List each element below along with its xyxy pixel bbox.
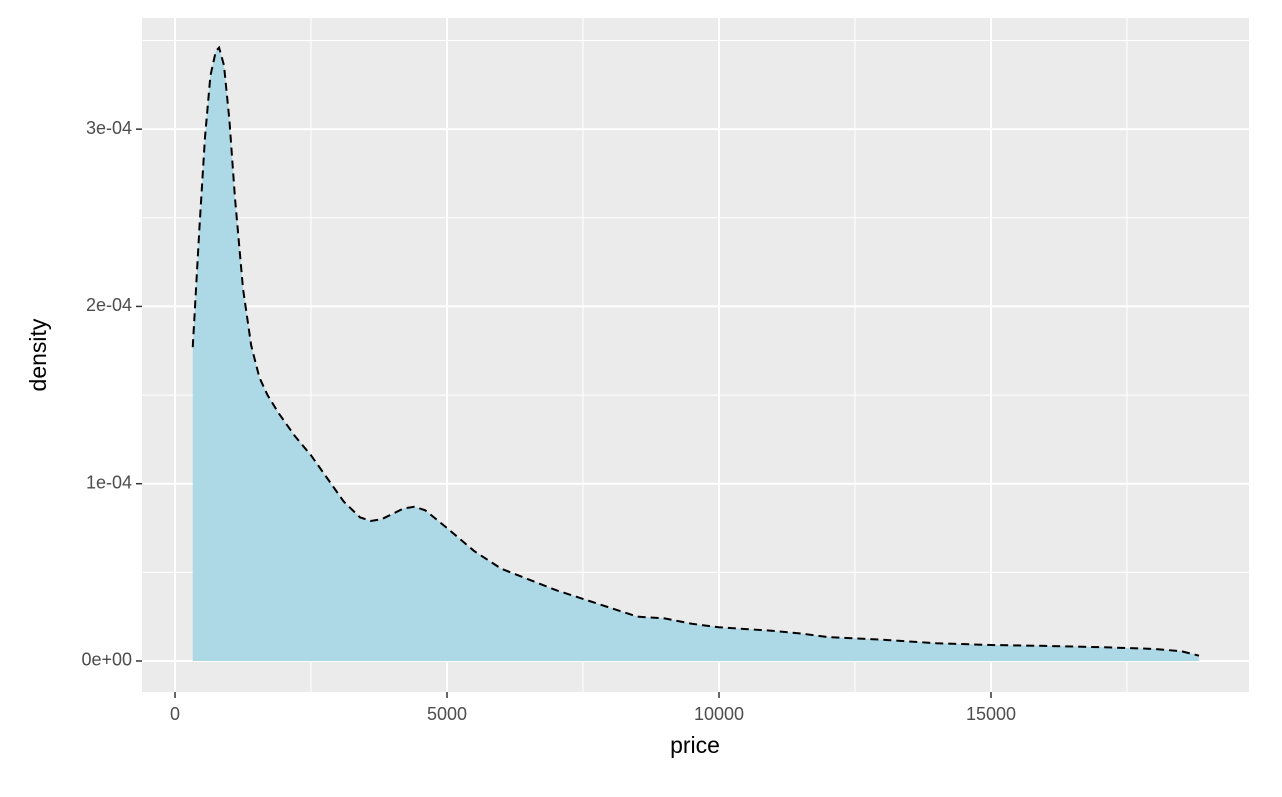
y-tick-label: 3e-04 bbox=[86, 118, 132, 138]
x-tick-label: 10000 bbox=[694, 704, 744, 724]
y-tick-label: 0e+00 bbox=[81, 650, 132, 670]
marks bbox=[191, 45, 1200, 661]
y-tick-label: 2e-04 bbox=[86, 295, 132, 315]
x-tick-label: 0 bbox=[170, 704, 180, 724]
axes: 0 5000 10000 15000 0e+00 1e-04 2e-04 3e-04 bbox=[81, 118, 1016, 724]
density-line bbox=[191, 45, 1200, 657]
y-tick-label: 1e-04 bbox=[86, 472, 132, 492]
x-tick-label: 15000 bbox=[966, 704, 1016, 724]
x-tick-label: 5000 bbox=[427, 704, 467, 724]
y-axis-title: density bbox=[25, 318, 51, 391]
grid bbox=[142, 18, 1249, 692]
x-axis-title: price bbox=[670, 732, 720, 758]
density-area bbox=[192, 47, 1199, 661]
